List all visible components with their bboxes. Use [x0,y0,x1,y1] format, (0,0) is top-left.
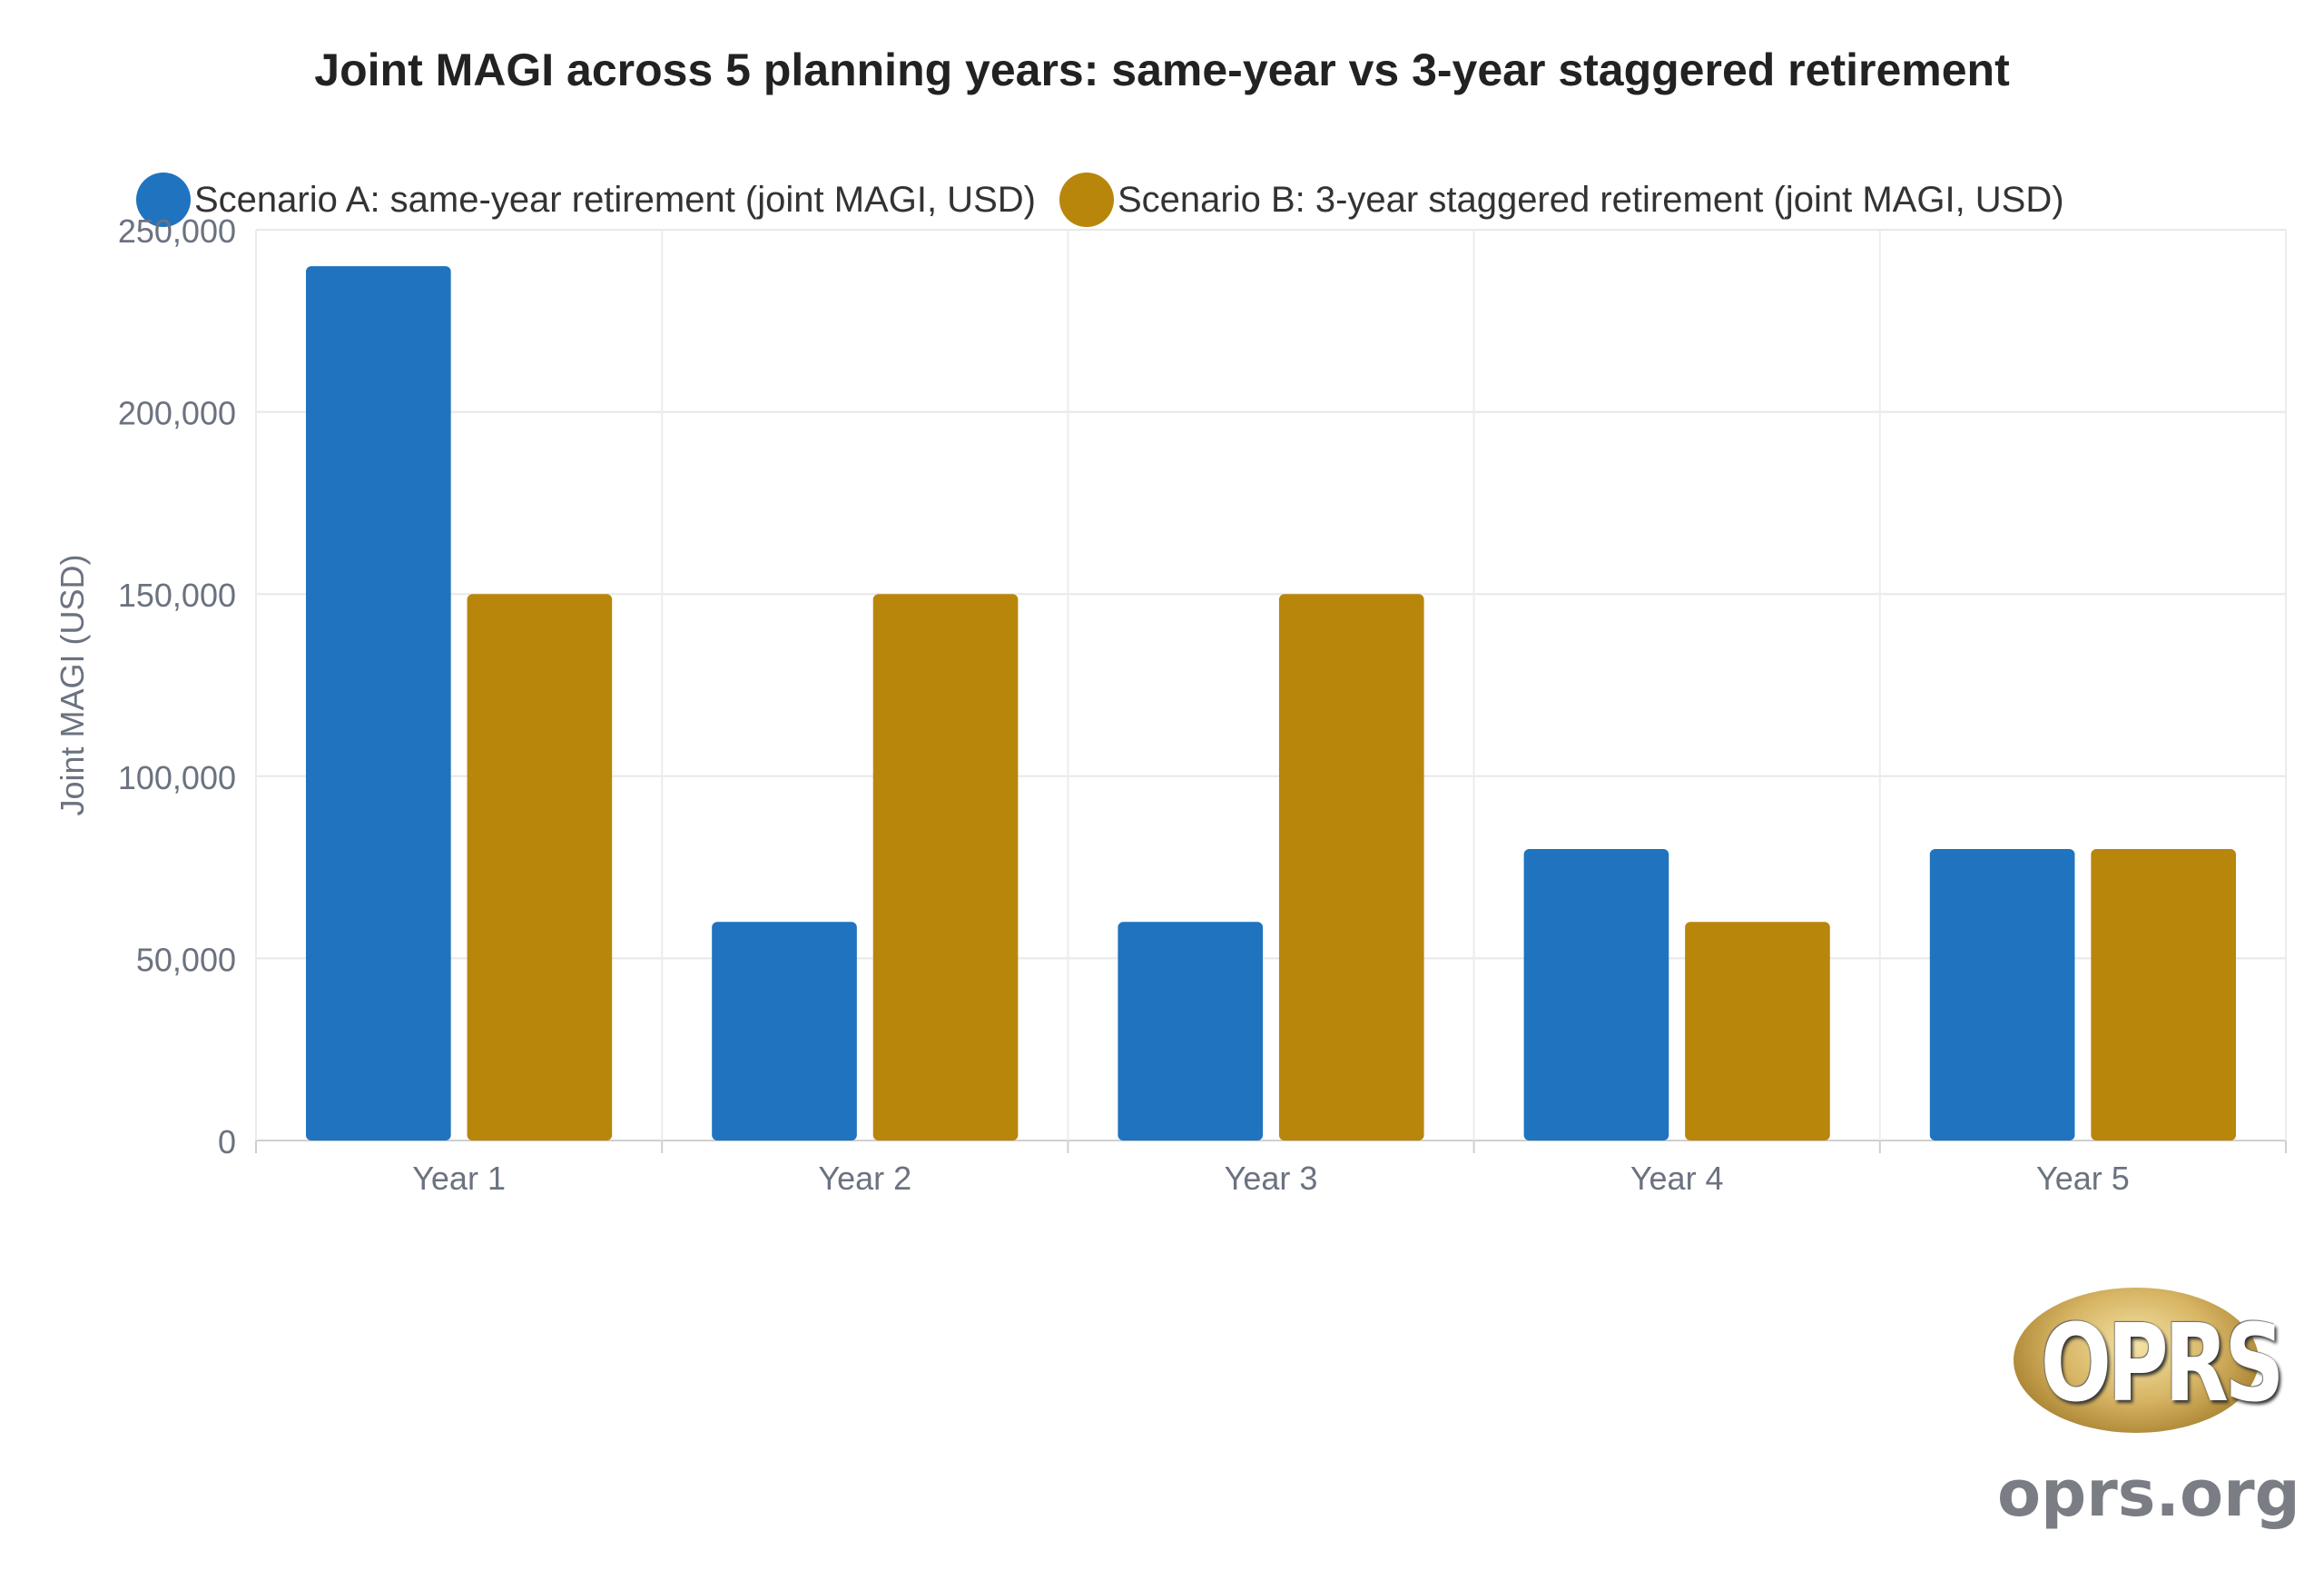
bar-scenario-a [306,266,451,1141]
legend-label-scenario-b: Scenario B: 3-year staggered retirement … [1117,179,2064,220]
y-tick-label: 150,000 [118,577,236,614]
legend-swatch-scenario-b [1059,173,1114,227]
logo-url: oprs.org [1997,1457,2300,1531]
bar-scenario-a [1118,922,1264,1141]
bar-scenario-b [1685,922,1830,1141]
bar-scenario-a [1523,849,1669,1141]
logo-oval [2014,1288,2259,1433]
chart-legend: Scenario A: same-year retirement (joint … [136,171,2088,229]
oprs-logo: OPRS [2014,1288,2285,1433]
bar-scenario-a [1929,849,2075,1141]
legend-label-scenario-a: Scenario A: same-year retirement (joint … [194,179,1036,220]
bar-scenario-b [872,594,1019,1141]
bar-scenario-b [1278,594,1424,1141]
x-tick-label: Year 1 [412,1160,506,1197]
legend-swatch-scenario-a [136,173,191,227]
y-tick-label: 0 [218,1123,236,1160]
chart-title: Joint MAGI across 5 planning years: same… [314,44,2010,95]
legend-item-scenario-b[interactable]: Scenario B: 3-year staggered retirement … [1059,173,2064,227]
legend-item-scenario-a[interactable]: Scenario A: same-year retirement (joint … [136,173,1036,227]
bar-scenario-b [467,594,613,1141]
logo-text: OPRS [2040,1300,2285,1426]
y-tick-label: 200,000 [118,395,236,432]
y-tick-label: 50,000 [136,941,236,978]
y-axis-label: Joint MAGI (USD) [54,554,91,815]
x-tick-label: Year 3 [1225,1160,1318,1197]
y-tick-label: 250,000 [118,212,236,250]
bar-scenario-b [2091,849,2236,1141]
bar-scenario-a [712,922,857,1141]
x-tick-label: Year 5 [2036,1160,2130,1197]
x-tick-label: Year 2 [818,1160,911,1197]
y-tick-label: 100,000 [118,759,236,796]
x-tick-label: Year 4 [1630,1160,1724,1197]
